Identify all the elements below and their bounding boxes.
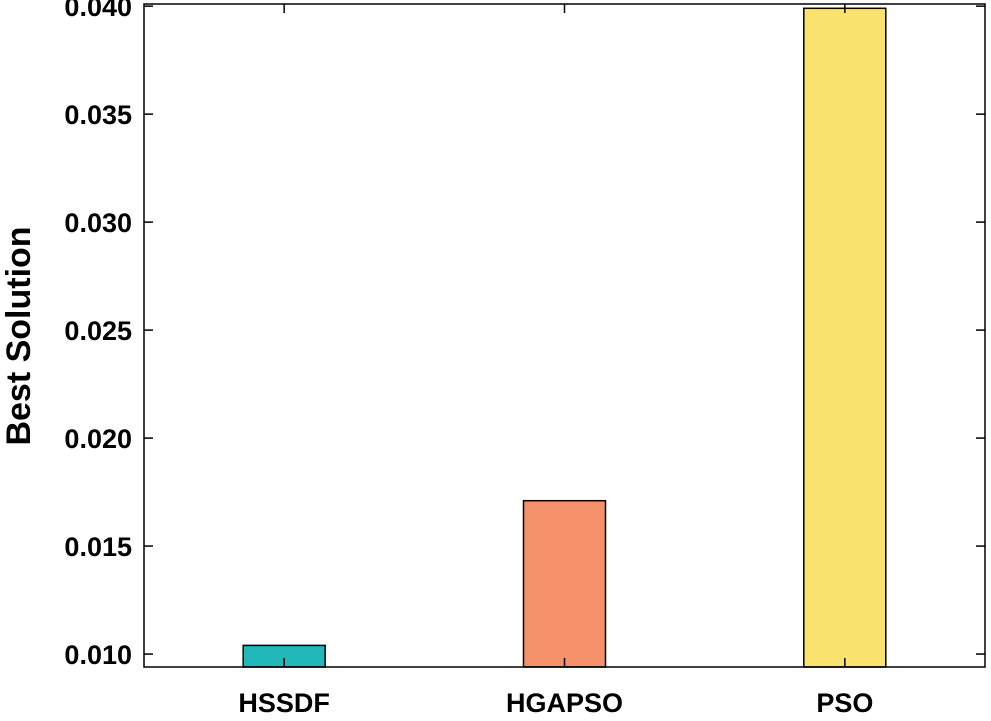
y-tick-label: 0.035 <box>64 100 132 130</box>
y-axis-label: Best Solution <box>0 226 38 445</box>
y-tick-label: 0.020 <box>64 424 132 454</box>
y-tick-label: 0.015 <box>64 532 132 562</box>
y-tick-label: 0.010 <box>64 640 132 670</box>
x-tick-label: HGAPSO <box>506 688 623 716</box>
y-tick-label: 0.030 <box>64 208 132 238</box>
bar-hgapso <box>522 499 607 668</box>
y-tick-label: 0.040 <box>64 0 132 22</box>
plot-area: HSSDF HGAPSO PSO 0.010 0.015 0.020 0.025 0.030 0… <box>64 0 986 718</box>
y-tick-label: 0.025 <box>64 316 132 346</box>
x-tick-label: HSSDF <box>238 688 330 716</box>
axes-frame <box>143 3 986 668</box>
x-tick-label: PSO <box>816 688 873 716</box>
bar-pso <box>803 7 887 668</box>
